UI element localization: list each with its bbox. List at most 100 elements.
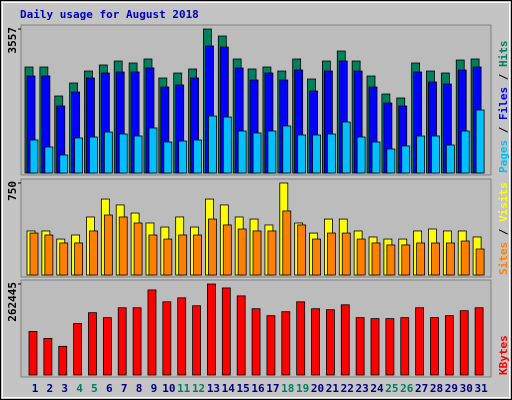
bar <box>475 109 485 174</box>
bar <box>297 134 307 174</box>
bar <box>416 135 426 174</box>
bar <box>132 307 142 376</box>
x-tick-label: 29 <box>445 382 458 395</box>
bar <box>371 141 381 174</box>
x-tick-label: 6 <box>106 382 113 395</box>
bar <box>74 137 84 174</box>
bar <box>58 345 68 376</box>
legend-entry: Files <box>497 87 510 120</box>
bar <box>148 127 158 174</box>
x-tick-label: 24 <box>370 382 384 395</box>
bar <box>43 337 53 376</box>
bar <box>326 133 336 174</box>
bar <box>221 287 231 376</box>
bar <box>340 304 350 376</box>
bar <box>281 311 291 376</box>
bar <box>178 234 188 276</box>
bar <box>117 307 127 376</box>
bar <box>312 134 321 174</box>
bar <box>222 224 232 276</box>
bar <box>431 135 440 174</box>
legend-entry: Visits <box>497 182 510 222</box>
bar <box>29 232 39 276</box>
bar <box>416 242 426 276</box>
bar <box>148 234 158 276</box>
bar <box>29 139 39 174</box>
y-tick-label: 262445 <box>6 282 19 322</box>
x-tick-label: 3 <box>61 382 68 395</box>
bar <box>475 248 485 276</box>
bar <box>118 133 128 174</box>
bar <box>267 130 277 174</box>
y-tick-label: 750 <box>6 181 19 201</box>
bar <box>325 309 335 376</box>
legend-entry: Pages <box>497 140 510 173</box>
bar <box>178 140 188 174</box>
x-tick-label: 5 <box>91 382 98 395</box>
bar <box>74 242 84 276</box>
legend: KBytes <box>497 335 510 375</box>
legend-entry: Hits <box>497 41 510 68</box>
bar <box>44 234 54 276</box>
bar <box>370 318 380 376</box>
bar <box>28 331 38 376</box>
x-tick-label: 15 <box>237 382 250 395</box>
x-tick-label: 22 <box>341 382 354 395</box>
bar <box>59 242 69 276</box>
bar <box>355 317 365 376</box>
bar <box>162 301 172 376</box>
bar <box>102 317 112 376</box>
x-tick-label: 1 <box>32 382 39 395</box>
bar <box>163 141 173 174</box>
bar <box>401 244 411 276</box>
bar <box>177 297 187 376</box>
y-tick-label: 3557 <box>6 27 19 54</box>
bar <box>474 307 484 376</box>
x-tick-label: 26 <box>400 382 414 395</box>
bar <box>386 244 396 276</box>
bar <box>460 240 470 276</box>
x-tick-label: 21 <box>326 382 340 395</box>
bar <box>282 210 292 276</box>
bar <box>459 310 469 376</box>
bar <box>312 238 321 276</box>
x-tick-label: 30 <box>460 382 473 395</box>
legend: Sites / Visits <box>497 182 510 275</box>
bar <box>415 307 425 376</box>
legend-separator: / <box>497 120 510 140</box>
bar <box>444 315 454 376</box>
x-tick-label: 14 <box>222 382 236 395</box>
legend-entry: KBytes <box>497 335 510 375</box>
bar <box>282 125 292 174</box>
bar <box>237 228 247 276</box>
bar <box>326 232 336 276</box>
bar <box>44 146 54 174</box>
bar <box>207 283 216 376</box>
bar <box>386 148 396 174</box>
bar <box>133 135 143 174</box>
bar <box>445 144 455 174</box>
bar <box>237 130 247 174</box>
bar <box>89 136 98 174</box>
x-tick-label: 23 <box>356 382 369 395</box>
x-tick-label: 17 <box>266 382 279 395</box>
bar <box>401 145 411 174</box>
bar <box>193 234 202 276</box>
x-tick-label: 4 <box>76 382 83 395</box>
bar <box>222 116 232 174</box>
bar <box>59 154 69 174</box>
x-tick-label: 27 <box>415 382 428 395</box>
bar <box>356 238 366 276</box>
bar <box>252 230 262 276</box>
bar <box>103 214 113 276</box>
legend: Pages / Files / Hits <box>497 41 510 174</box>
bar <box>251 308 261 376</box>
bar <box>385 318 395 376</box>
chart-title: Daily usage for August 2018 <box>20 8 199 21</box>
bar <box>193 139 202 174</box>
bar <box>252 132 262 174</box>
bar <box>133 222 143 276</box>
bar <box>445 242 455 276</box>
bar <box>356 136 366 174</box>
